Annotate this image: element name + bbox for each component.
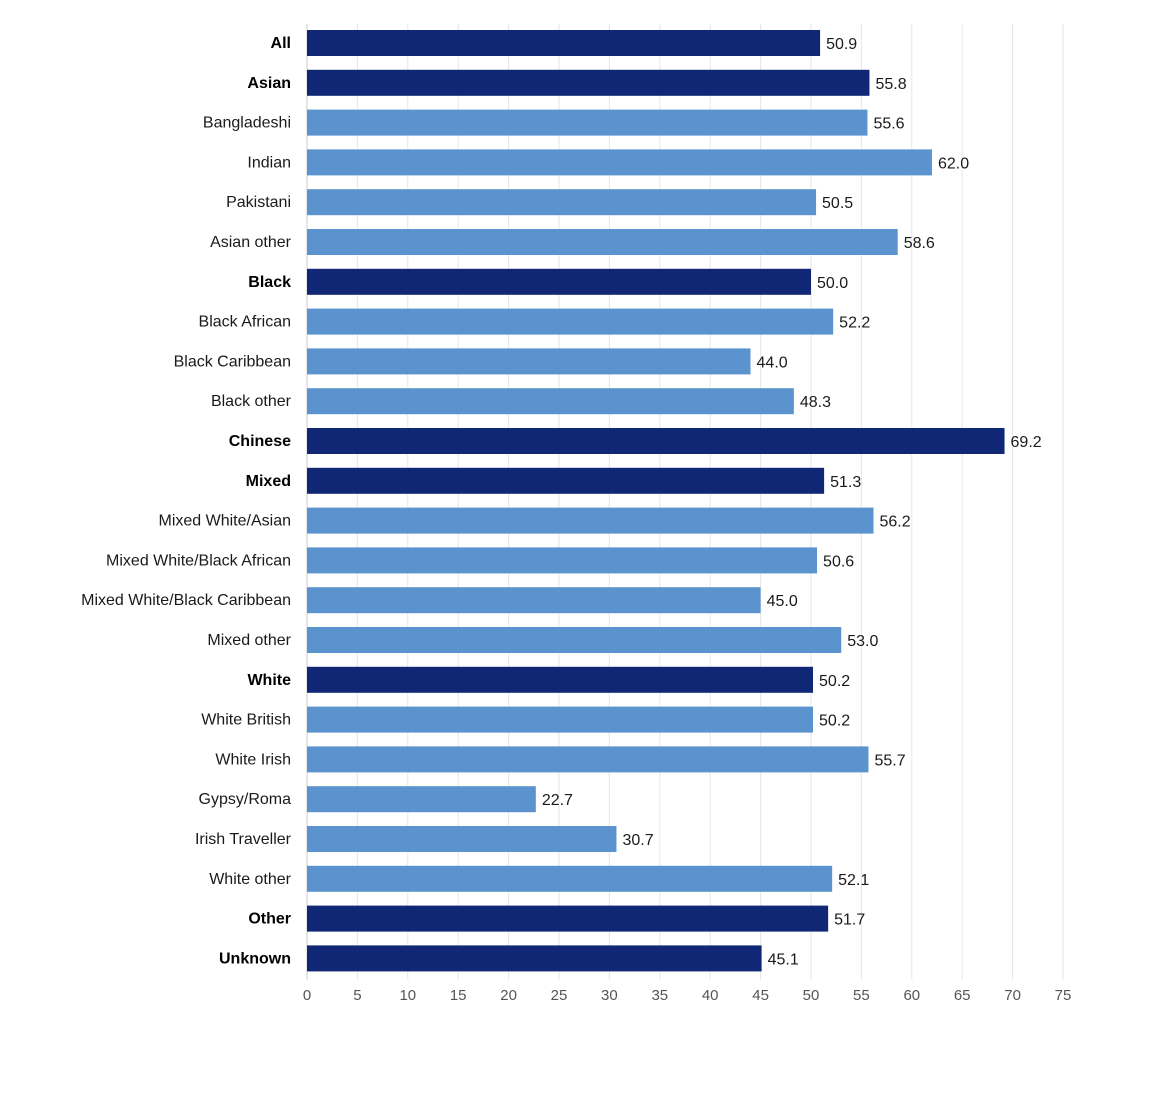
category-label-irish-traveller: Irish Traveller bbox=[195, 831, 292, 848]
bar-bangladeshi bbox=[307, 109, 868, 136]
bar-other bbox=[307, 905, 829, 932]
x-tick-label: 20 bbox=[500, 987, 517, 1004]
value-label-pakistani: 50.5 bbox=[822, 195, 853, 212]
x-tick-label: 40 bbox=[702, 987, 719, 1004]
category-label-white: White bbox=[247, 672, 291, 689]
bar-gypsy-roma bbox=[307, 786, 536, 813]
value-label-chinese: 69.2 bbox=[1011, 434, 1042, 451]
category-label-asian: Asian bbox=[247, 75, 291, 92]
category-label-mixed: Mixed bbox=[246, 473, 291, 490]
value-label-asian: 55.8 bbox=[875, 76, 906, 93]
x-tick-label: 50 bbox=[803, 987, 820, 1004]
category-label-black-caribbean: Black Caribbean bbox=[174, 353, 291, 370]
x-tick-label: 65 bbox=[954, 987, 971, 1004]
category-label-white-irish: White Irish bbox=[215, 751, 291, 768]
value-label-all: 50.9 bbox=[826, 36, 857, 53]
x-tick-label: 10 bbox=[399, 987, 416, 1004]
value-label-black: 50.0 bbox=[817, 275, 848, 292]
category-label-indian: Indian bbox=[247, 154, 291, 171]
value-label-bangladeshi: 55.6 bbox=[873, 116, 904, 133]
value-label-black-caribbean: 44.0 bbox=[757, 354, 788, 371]
x-tick-label: 25 bbox=[551, 987, 568, 1004]
value-label-indian: 62.0 bbox=[938, 155, 969, 172]
bar-black-other bbox=[307, 388, 794, 415]
category-label-asian-other: Asian other bbox=[210, 234, 292, 251]
x-tick-label: 60 bbox=[903, 987, 920, 1004]
value-label-black-other: 48.3 bbox=[800, 394, 831, 411]
bar-mixed-white-black-african bbox=[307, 547, 818, 574]
bar-unknown bbox=[307, 945, 762, 972]
grid-lines bbox=[306, 24, 1064, 980]
value-label-white-british: 50.2 bbox=[819, 713, 850, 730]
category-label-mixed-white-black-african: Mixed White/Black African bbox=[106, 552, 291, 569]
x-tick-label: 55 bbox=[853, 987, 870, 1004]
bar-irish-traveller bbox=[307, 826, 617, 852]
category-label-black-african: Black African bbox=[199, 314, 291, 331]
bar-black-caribbean bbox=[307, 348, 751, 375]
category-label-bangladeshi: Bangladeshi bbox=[203, 115, 291, 132]
bar-indian bbox=[307, 149, 932, 176]
value-label-black-african: 52.2 bbox=[839, 315, 870, 332]
category-label-mixed-white-asian: Mixed White/Asian bbox=[159, 513, 292, 530]
value-label-irish-traveller: 30.7 bbox=[622, 832, 653, 849]
value-label-mixed-other: 53.0 bbox=[847, 633, 878, 650]
x-tick-label: 0 bbox=[303, 987, 311, 1004]
bar-chinese bbox=[307, 428, 1005, 454]
value-label-white: 50.2 bbox=[819, 673, 850, 690]
value-label-white-irish: 55.7 bbox=[874, 752, 905, 769]
value-label-mixed-white-black-caribbean: 45.0 bbox=[767, 593, 798, 610]
value-label-gypsy-roma: 22.7 bbox=[542, 792, 573, 809]
value-label-mixed-white-asian: 56.2 bbox=[879, 514, 910, 531]
x-tick-label: 75 bbox=[1055, 987, 1072, 1004]
bar-white-other bbox=[307, 865, 833, 892]
x-tick-label: 5 bbox=[353, 987, 361, 1004]
bar-mixed-other bbox=[307, 627, 842, 653]
x-tick-label: 30 bbox=[601, 987, 618, 1004]
category-label-white-other: White other bbox=[209, 871, 291, 888]
bar-white-irish bbox=[307, 746, 869, 773]
category-label-mixed-white-black-caribbean: Mixed White/Black Caribbean bbox=[81, 592, 291, 609]
x-tick-label: 15 bbox=[450, 987, 467, 1004]
bar-pakistani bbox=[307, 189, 817, 216]
value-label-other: 51.7 bbox=[834, 912, 865, 929]
x-axis-ticks: 0 5 10 15 20 25 30 35 40 45 50 55 60 65 70 75 bbox=[303, 987, 1072, 1004]
value-labels: 50.9 55.8 55.6 62.0 50.5 58.6 50.0 52.2 44.0 48.3… bbox=[542, 36, 1042, 968]
value-label-unknown: 45.1 bbox=[768, 951, 799, 968]
value-label-mixed: 51.3 bbox=[830, 474, 861, 491]
bar-black-african bbox=[307, 308, 834, 335]
x-tick-label: 45 bbox=[752, 987, 769, 1004]
category-label-unknown: Unknown bbox=[219, 950, 291, 967]
category-label-pakistani: Pakistani bbox=[226, 194, 291, 211]
value-label-mixed-white-black-african: 50.6 bbox=[823, 553, 854, 570]
value-label-asian-other: 58.6 bbox=[904, 235, 935, 252]
bar-white-british bbox=[307, 706, 814, 733]
category-label-gypsy-roma: Gypsy/Roma bbox=[199, 791, 292, 808]
bar-asian bbox=[307, 69, 870, 96]
bar-mixed-white-black-caribbean bbox=[307, 587, 761, 614]
category-labels: All Asian Bangladeshi Indian Pakistani Asian … bbox=[81, 35, 292, 967]
category-label-all: All bbox=[271, 35, 291, 52]
value-label-white-other: 52.1 bbox=[838, 872, 869, 889]
x-tick-label: 35 bbox=[651, 987, 668, 1004]
category-label-black-other: Black other bbox=[211, 393, 292, 410]
category-label-mixed-other: Mixed other bbox=[207, 632, 291, 649]
bar-mixed-white-asian bbox=[307, 507, 874, 534]
bar-asian-other bbox=[307, 229, 898, 255]
category-label-chinese: Chinese bbox=[229, 433, 291, 450]
category-label-other: Other bbox=[248, 911, 291, 928]
bar-all bbox=[307, 30, 821, 56]
bar-mixed bbox=[307, 467, 825, 494]
bar-white bbox=[307, 666, 814, 693]
category-label-black: Black bbox=[248, 274, 291, 291]
bar-black bbox=[307, 268, 811, 295]
x-tick-label: 70 bbox=[1004, 987, 1021, 1004]
category-label-white-british: White British bbox=[201, 712, 291, 729]
bars bbox=[307, 30, 1005, 972]
